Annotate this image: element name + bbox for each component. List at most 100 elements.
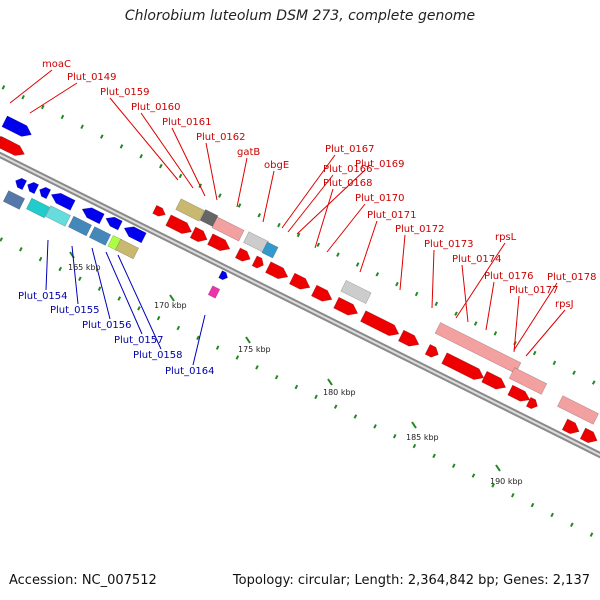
gene-label-forward: Plut_0173	[424, 239, 474, 250]
reverse-gene	[105, 216, 123, 231]
forward-gene	[152, 204, 166, 217]
leader-line-forward	[171, 127, 206, 197]
forward-gene	[265, 261, 289, 280]
forward-gene	[525, 396, 538, 410]
forward-gene	[234, 247, 251, 262]
genome-info-text: Topology: circular; Length: 2,364,842 bp…	[232, 573, 590, 588]
inner-tick	[589, 532, 594, 537]
inner-tick	[235, 355, 240, 360]
outer-tick	[591, 380, 596, 385]
leader-line-forward	[205, 142, 218, 201]
gene-feature-pink	[211, 216, 245, 242]
outer-tick	[493, 331, 498, 336]
gene-label-forward: obgE	[264, 160, 289, 171]
outer-tick	[296, 232, 301, 238]
leader-line-forward	[513, 282, 558, 351]
outer-tick	[40, 104, 45, 110]
outer-tick	[218, 193, 222, 198]
reverse-gene	[50, 192, 76, 211]
label-leader-lines	[9, 69, 566, 366]
gene-label-reverse: Plut_0157	[114, 335, 164, 346]
inner-tick	[156, 315, 161, 321]
gene-feature-pink	[557, 395, 599, 425]
scale-label: 175 kbp	[238, 345, 271, 354]
gene-label-forward: Plut_0167	[325, 144, 375, 155]
gene-label-forward: Plut_0176	[484, 271, 534, 282]
leader-line-forward	[287, 174, 334, 233]
leader-line-forward	[485, 281, 495, 331]
outer-tick	[60, 114, 65, 120]
gene-feature-cyan	[25, 197, 51, 219]
scale-label: 165 kbp	[68, 263, 101, 272]
forward-gene	[441, 352, 485, 380]
outer-tick	[355, 262, 360, 267]
forward-gene	[507, 384, 531, 402]
gene-label-forward: Plut_0162	[196, 132, 246, 143]
inner-tick	[432, 453, 436, 459]
inner-tick	[0, 237, 3, 242]
gene-label-forward: Plut_0169	[355, 159, 405, 170]
leader-line-forward	[109, 97, 179, 181]
leader-line-reverse	[45, 239, 49, 291]
gene-label-forward: rpsL	[495, 232, 517, 243]
leader-line-forward	[359, 220, 378, 273]
gene-feature-magenta	[207, 285, 221, 299]
outer-tick	[532, 350, 537, 356]
reverse-gene	[15, 177, 28, 191]
gene-label-forward: Plut_0172	[395, 224, 445, 235]
leader-line-forward	[314, 188, 334, 249]
outer-tick	[277, 222, 281, 228]
gene-label-forward: Plut_0174	[452, 254, 502, 265]
inner-tick	[117, 296, 122, 301]
major-tick	[411, 421, 417, 429]
gene-label-reverse: Plut_0154	[18, 291, 68, 302]
outer-tick	[572, 370, 576, 375]
reverse-gene	[39, 186, 52, 200]
scale-label: 190 kbp	[490, 477, 523, 486]
gene-feature-tan	[114, 238, 140, 260]
reverse-gene	[123, 226, 147, 244]
inner-tick	[314, 394, 318, 400]
outer-tick	[1, 85, 6, 90]
outer-tick	[473, 321, 478, 326]
major-tick	[169, 294, 175, 302]
inner-tick	[530, 502, 535, 508]
gene-feature-teal	[261, 241, 279, 259]
forward-gene	[189, 226, 208, 243]
gene-label-forward: Plut_0166	[323, 164, 373, 175]
inner-tick	[176, 325, 181, 331]
leader-line-reverse	[117, 254, 162, 350]
forward-gene	[288, 272, 311, 290]
leader-line-forward	[455, 242, 506, 319]
reverse-gene	[218, 270, 228, 281]
forward-gene-blue	[1, 115, 32, 137]
inner-tick	[58, 266, 63, 272]
gene-label-forward: Plut_0160	[131, 102, 181, 113]
outer-tick	[414, 291, 419, 297]
outer-tick	[375, 272, 380, 277]
gene-label-forward: Plut_0178	[547, 272, 597, 283]
leader-line-forward	[140, 112, 194, 189]
forward-gene	[251, 255, 264, 269]
gene-label-forward: Plut_0159	[100, 87, 150, 98]
gene-label-reverse: Plut_0155	[50, 305, 100, 316]
scale-label: 170 kbp	[154, 301, 187, 310]
inner-tick	[392, 433, 397, 439]
leader-line-reverse	[105, 251, 143, 335]
outer-tick	[336, 252, 340, 257]
forward-gene	[207, 233, 231, 252]
leader-line-reverse	[91, 247, 111, 320]
inner-tick	[511, 493, 515, 498]
inner-tick	[550, 512, 554, 518]
inner-tick	[137, 306, 141, 311]
tick-marks	[0, 85, 596, 537]
forward-gene	[397, 329, 420, 347]
accession-text: Accession: NC_007512	[9, 573, 157, 588]
major-tick	[495, 464, 501, 472]
forward-gene	[0, 136, 25, 156]
gene-feature-lightgray	[340, 279, 372, 305]
scale-label: 185 kbp	[406, 433, 439, 442]
inner-tick	[294, 384, 299, 390]
gene-feature-tan	[175, 198, 205, 222]
